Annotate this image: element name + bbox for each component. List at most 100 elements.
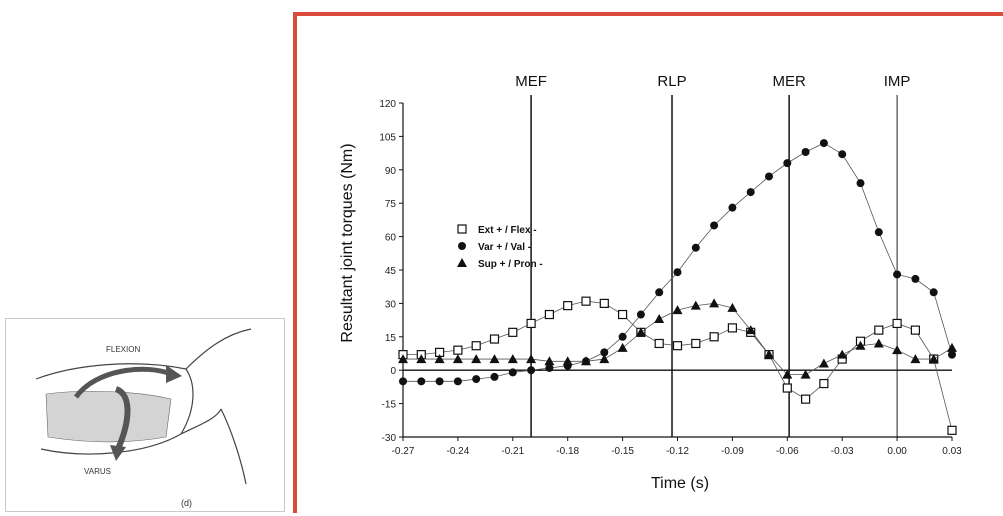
data-point	[764, 349, 774, 359]
x-tick-label: -0.24	[447, 446, 470, 457]
data-point	[874, 325, 884, 335]
data-point	[782, 369, 793, 379]
data-point	[453, 377, 462, 386]
data-point	[544, 309, 555, 320]
data-point	[819, 139, 828, 148]
data-point	[911, 274, 920, 283]
data-point	[709, 332, 719, 342]
data-point	[672, 341, 683, 351]
data-point	[489, 354, 500, 364]
event-label-rlp: RLP	[657, 73, 686, 90]
flexion-label: FLEXION	[106, 345, 140, 354]
legend-label: Sup + / Pron -	[478, 259, 543, 270]
panel-left-border	[293, 12, 297, 513]
x-tick-label: 0.03	[942, 446, 962, 457]
data-point	[617, 309, 628, 320]
data-point	[399, 377, 407, 386]
data-point	[618, 332, 627, 341]
data-point	[910, 354, 921, 364]
data-point	[599, 354, 610, 364]
x-tick-label: -0.06	[776, 446, 799, 457]
data-point	[490, 372, 499, 381]
legend-marker	[457, 224, 467, 234]
data-point	[801, 147, 810, 156]
data-point	[617, 342, 628, 352]
y-tick-label: 90	[385, 166, 397, 177]
y-tick-label: 15	[385, 333, 397, 344]
event-label-mef: MEF	[515, 73, 547, 90]
data-point	[434, 354, 445, 364]
event-label-mer: MER	[772, 73, 806, 90]
data-point	[728, 203, 737, 212]
data-point	[599, 298, 609, 308]
x-tick-label: -0.03	[831, 446, 854, 457]
data-point	[655, 288, 664, 297]
data-point	[893, 270, 902, 279]
data-point	[416, 354, 427, 364]
y-tick-label: -15	[382, 400, 397, 411]
data-point	[471, 341, 481, 351]
data-point	[947, 425, 957, 435]
data-point	[526, 354, 537, 364]
data-point	[709, 298, 720, 308]
y-tick-label: 30	[385, 299, 397, 310]
y-tick-label: 105	[379, 132, 396, 143]
x-tick-label: 0.00	[887, 446, 907, 457]
y-tick-label: 75	[385, 199, 397, 210]
y-tick-label: 45	[385, 266, 397, 277]
data-point	[562, 356, 573, 366]
data-point	[856, 179, 865, 188]
data-point	[600, 348, 609, 357]
event-label-imp: IMP	[884, 73, 911, 90]
forearm-shading	[45, 390, 172, 443]
data-point	[892, 345, 903, 355]
data-point	[507, 354, 518, 364]
series-3	[398, 298, 957, 379]
data-point	[398, 354, 408, 364]
data-point	[928, 354, 939, 364]
data-point	[783, 159, 792, 168]
elbow-illustration: FLEXION VARUS (d)	[35, 328, 252, 508]
series-2	[399, 139, 956, 386]
data-point	[892, 318, 902, 329]
varus-arrow	[110, 386, 131, 461]
data-point	[691, 243, 700, 252]
data-point	[745, 325, 756, 335]
series-line	[403, 302, 953, 376]
data-point	[800, 394, 811, 404]
data-point	[746, 188, 755, 197]
data-point	[673, 268, 682, 277]
data-point	[526, 318, 536, 329]
x-tick-label: -0.18	[556, 446, 579, 457]
data-point	[654, 313, 665, 323]
data-point	[581, 296, 591, 306]
y-tick-label: 0	[390, 366, 396, 377]
data-point	[545, 363, 554, 372]
x-tick-label: -0.12	[666, 446, 689, 457]
data-point	[636, 310, 645, 319]
legend-label: Var + / Val -	[478, 242, 531, 253]
data-point	[581, 356, 591, 366]
data-point	[855, 340, 866, 350]
data-point	[819, 378, 829, 389]
x-tick-label: -0.27	[392, 446, 415, 457]
varus-label: VARUS	[84, 467, 111, 476]
data-point	[910, 325, 921, 335]
data-point	[544, 356, 555, 366]
data-point	[563, 301, 573, 311]
data-point	[472, 375, 481, 384]
data-point	[453, 345, 463, 355]
data-point	[818, 358, 829, 368]
data-point	[874, 228, 883, 237]
data-point	[452, 354, 463, 364]
data-point	[672, 305, 683, 315]
data-point	[635, 327, 646, 337]
legend-marker	[457, 258, 467, 267]
y-tick-label: 120	[379, 99, 396, 110]
series-line	[403, 300, 953, 431]
data-point	[727, 302, 738, 312]
series-1	[398, 296, 957, 435]
data-point	[929, 288, 938, 297]
data-point	[654, 338, 664, 349]
y-axis-label: Resultant joint torques (Nm)	[339, 143, 356, 342]
